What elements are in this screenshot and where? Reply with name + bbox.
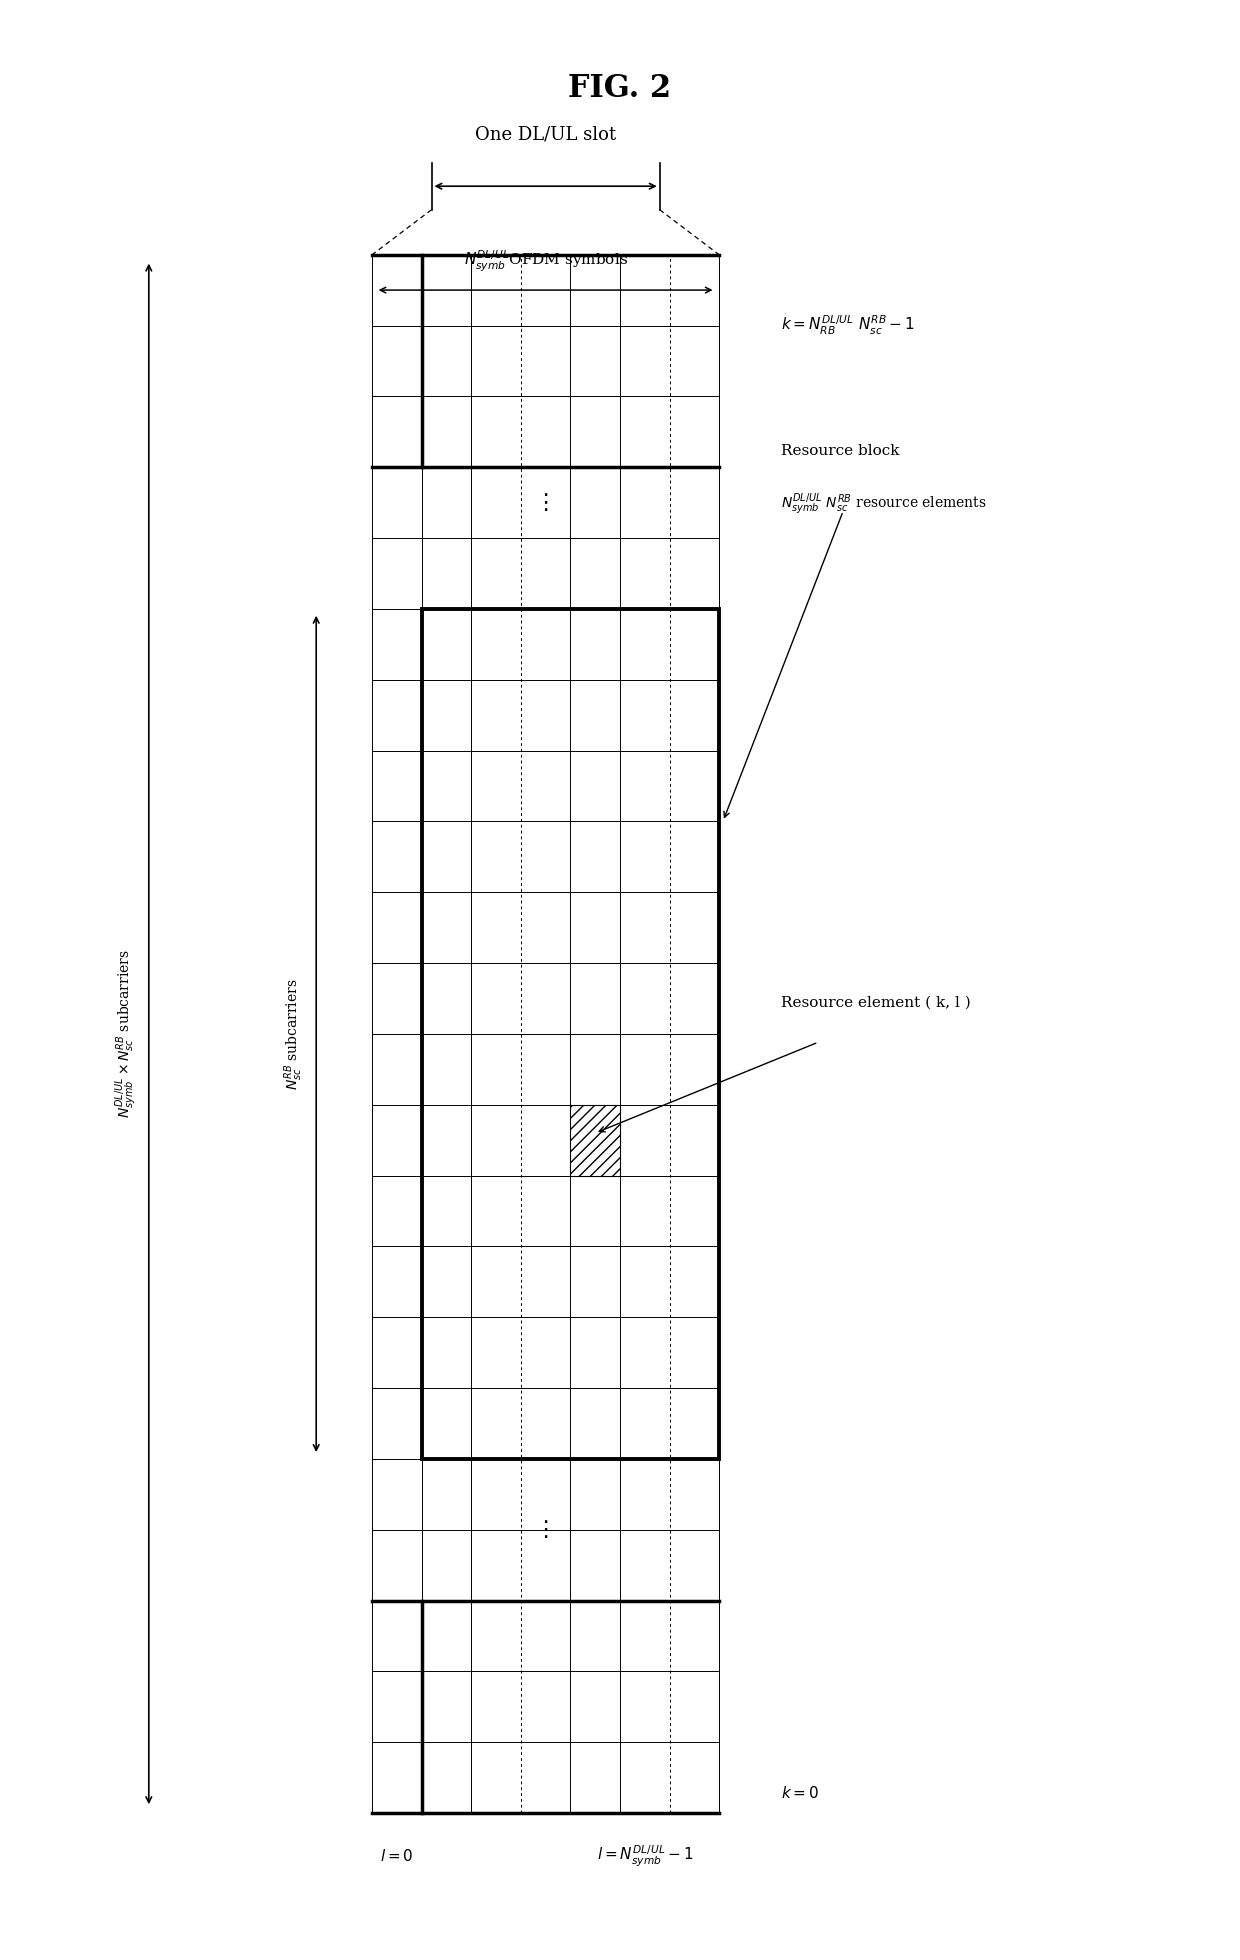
Text: ⋮: ⋮ — [534, 492, 557, 514]
Text: $N_{symb}^{DL/UL} \times N_{sc}^{RB}$ subcarriers: $N_{symb}^{DL/UL} \times N_{sc}^{RB}$ su… — [114, 949, 139, 1119]
Bar — [570, 1105, 620, 1176]
Text: Resource block: Resource block — [781, 445, 900, 459]
Text: Resource element ( k, l ): Resource element ( k, l ) — [781, 996, 971, 1009]
Text: $N_{symb}^{DL/UL}\ N_{sc}^{RB}$ resource elements: $N_{symb}^{DL/UL}\ N_{sc}^{RB}$ resource… — [781, 492, 987, 517]
Text: FIG. 2: FIG. 2 — [568, 73, 672, 104]
Text: $l = 0$: $l = 0$ — [379, 1848, 414, 1864]
Text: $N_{symb}^{DL/UL}$OFDM symbols: $N_{symb}^{DL/UL}$OFDM symbols — [464, 249, 627, 274]
Text: One DL/UL slot: One DL/UL slot — [475, 125, 616, 143]
Text: $k = 0$: $k = 0$ — [781, 1786, 820, 1801]
Text: $l = N_{symb}^{DL/UL}-1$: $l = N_{symb}^{DL/UL}-1$ — [596, 1844, 693, 1868]
Text: ⋮: ⋮ — [534, 1519, 557, 1541]
Text: $N_{sc}^{RB}$ subcarriers: $N_{sc}^{RB}$ subcarriers — [283, 978, 305, 1090]
Bar — [422, 610, 719, 1458]
Text: $k = N_{RB}^{DL/UL}\ N_{sc}^{RB}-1$: $k = N_{RB}^{DL/UL}\ N_{sc}^{RB}-1$ — [781, 314, 915, 337]
